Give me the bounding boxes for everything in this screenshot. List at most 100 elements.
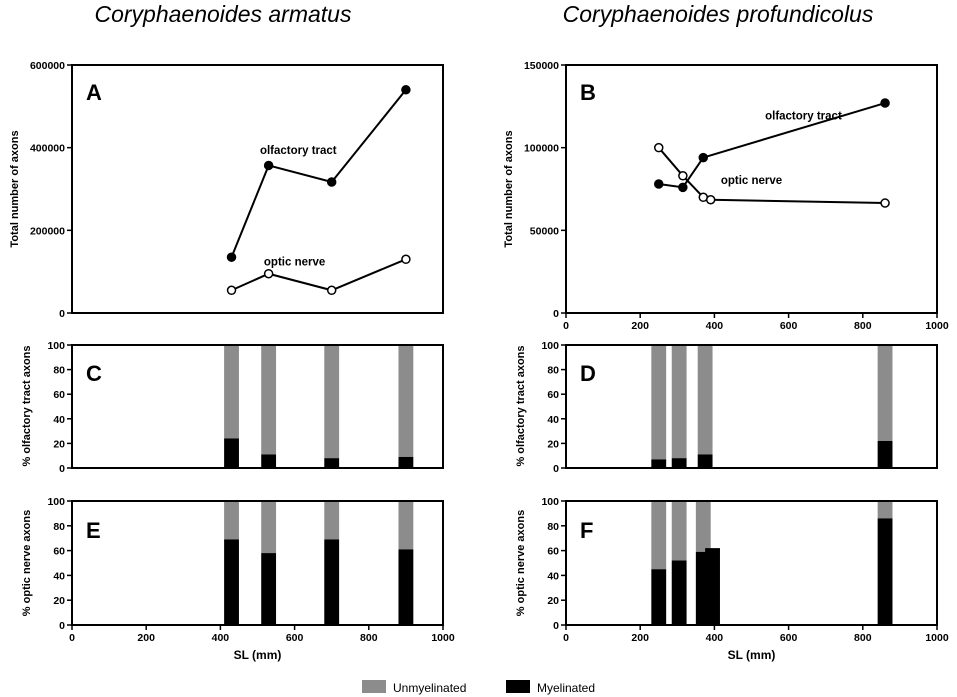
y-tick-label-c-3: 40 <box>53 414 65 426</box>
point-olfactory-tract-b-1 <box>654 179 664 189</box>
annotation-optic-nerve-b: optic nerve <box>721 175 782 187</box>
y-tick-label-a-2: 200000 <box>30 225 65 237</box>
annotation-optic-nerve-a: optic nerve <box>264 256 325 268</box>
y-tick-label-f-6: 100 <box>541 496 559 508</box>
bar-myelinated-e-4 <box>398 549 414 625</box>
bar-unmyelinated-d-1 <box>651 345 667 460</box>
species-title-left: Coryphaenoides armatus <box>95 1 352 27</box>
x-tick-label-e-3: 400 <box>212 632 230 644</box>
chart-panel-d: 0 20 40 60 80 100 D % olfactory tract axons <box>515 340 938 475</box>
bar-unmyelinated-d-3 <box>697 345 713 455</box>
y-tick-label-f-2: 20 <box>547 595 559 607</box>
point-olfactory-tract-b-3 <box>698 152 709 163</box>
y-tick-label-e-4: 60 <box>53 546 65 558</box>
plot-frame-f <box>565 500 938 626</box>
y-tick-label-c-6: 100 <box>47 340 65 352</box>
x-tick-label-b-2: 200 <box>631 320 649 332</box>
y-tick-label-f-4: 60 <box>547 546 559 558</box>
x-tick-label-b-4: 600 <box>780 320 798 332</box>
x-axis-label-f: SL (mm) <box>728 648 776 662</box>
legend-swatch-myelinated <box>506 680 530 693</box>
plot-frame-e <box>71 500 444 626</box>
y-tick-label-d-3: 40 <box>547 414 559 426</box>
bar-unmyelinated-d-2 <box>671 345 687 459</box>
y-tick-label-d-6: 100 <box>541 340 559 352</box>
y-tick-label-b-4: 150000 <box>524 60 559 72</box>
series-line-olfactory-tract-a <box>230 89 407 258</box>
bar-myelinated-d-4 <box>877 440 893 468</box>
panel-letter-d: D <box>580 361 596 386</box>
y-tick-label-c-1: 0 <box>59 463 65 475</box>
legend-label-unmyelinated: Unmyelinated <box>393 681 466 695</box>
bar-myelinated-e-3 <box>324 539 340 625</box>
x-tick-label-b-3: 400 <box>706 320 724 332</box>
legend-label-myelinated: Myelinated <box>537 681 595 695</box>
y-tick-label-b-1: 0 <box>553 308 559 320</box>
bar-unmyelinated-e-1 <box>224 501 239 540</box>
y-tick-label-f-3: 40 <box>547 570 559 582</box>
plot-frame-c <box>71 344 444 469</box>
y-tick-label-d-5: 80 <box>547 365 559 377</box>
y-tick-label-e-2: 20 <box>53 595 65 607</box>
bar-myelinated-d-3 <box>697 454 713 468</box>
x-axis-label-e: SL (mm) <box>234 648 282 662</box>
x-tick-label-f-2: 200 <box>631 632 649 644</box>
bar-unmyelinated-c-4 <box>398 345 414 457</box>
point-optic-nerve-a-4 <box>401 254 411 265</box>
point-olfactory-tract-b-2 <box>678 182 688 193</box>
bar-unmyelinated-f-2 <box>671 501 687 561</box>
y-tick-label-d-2: 20 <box>547 438 559 450</box>
x-tick-label-b-1: 0 <box>563 320 569 332</box>
y-tick-label-e-1: 0 <box>59 620 65 632</box>
point-optic-nerve-b-1 <box>654 142 664 153</box>
point-optic-nerve-a-2 <box>263 268 274 279</box>
bar-myelinated-e-1 <box>224 539 239 625</box>
bar-myelinated-e-2 <box>261 553 277 625</box>
bar-unmyelinated-f-5 <box>877 501 893 519</box>
bar-myelinated-f-4 <box>705 548 720 625</box>
plot-frame-d <box>565 344 938 469</box>
series-line-optic-nerve-a <box>231 258 407 292</box>
y-tick-label-a-1: 0 <box>59 308 65 320</box>
bar-unmyelinated-e-2 <box>261 501 277 554</box>
bar-myelinated-d-2 <box>671 458 687 468</box>
y-tick-label-e-5: 80 <box>53 521 65 533</box>
y-axis-label-e: % optic nerve axons <box>21 510 33 616</box>
bar-myelinated-f-2 <box>671 560 687 625</box>
point-olfactory-tract-b-4 <box>880 98 890 108</box>
legend: Unmyelinated Myelinated <box>362 680 595 695</box>
y-axis-label-c: % olfactory tract axons <box>21 345 33 466</box>
x-tick-label-e-1: 0 <box>69 632 75 644</box>
y-tick-label-f-5: 80 <box>547 521 559 533</box>
x-tick-label-f-5: 800 <box>854 632 872 644</box>
bar-unmyelinated-f-3 <box>695 501 711 552</box>
panel-letter-f: F <box>580 518 593 543</box>
bar-myelinated-d-1 <box>651 459 667 468</box>
bar-myelinated-c-4 <box>398 456 414 468</box>
x-tick-label-b-6: 1000 <box>925 320 949 332</box>
point-olfactory-tract-a-3 <box>326 177 337 187</box>
y-tick-label-e-3: 40 <box>53 570 65 582</box>
bar-unmyelinated-e-3 <box>324 501 340 540</box>
y-axis-label-d: % olfactory tract axons <box>515 345 527 466</box>
y-tick-label-c-4: 60 <box>53 389 65 401</box>
bar-unmyelinated-e-4 <box>398 501 414 550</box>
plot-frame-a <box>71 64 444 314</box>
y-tick-label-c-5: 80 <box>53 365 65 377</box>
panel-letter-e: E <box>86 518 101 543</box>
point-optic-nerve-b-5 <box>880 198 890 208</box>
panel-letter-b: B <box>580 80 596 105</box>
x-tick-label-f-4: 600 <box>780 632 798 644</box>
y-tick-label-c-2: 20 <box>53 438 65 450</box>
x-tick-label-e-4: 600 <box>286 632 304 644</box>
point-optic-nerve-a-3 <box>326 285 337 296</box>
bar-myelinated-c-1 <box>224 438 239 468</box>
x-tick-label-e-6: 1000 <box>431 632 455 644</box>
bar-unmyelinated-c-3 <box>324 345 340 459</box>
chart-panel-b: 0 50000 100000 150000 0 200 400 600 800 1000 B Tota… <box>503 60 949 332</box>
y-tick-label-d-1: 0 <box>553 463 559 475</box>
point-optic-nerve-b-2 <box>678 171 688 181</box>
